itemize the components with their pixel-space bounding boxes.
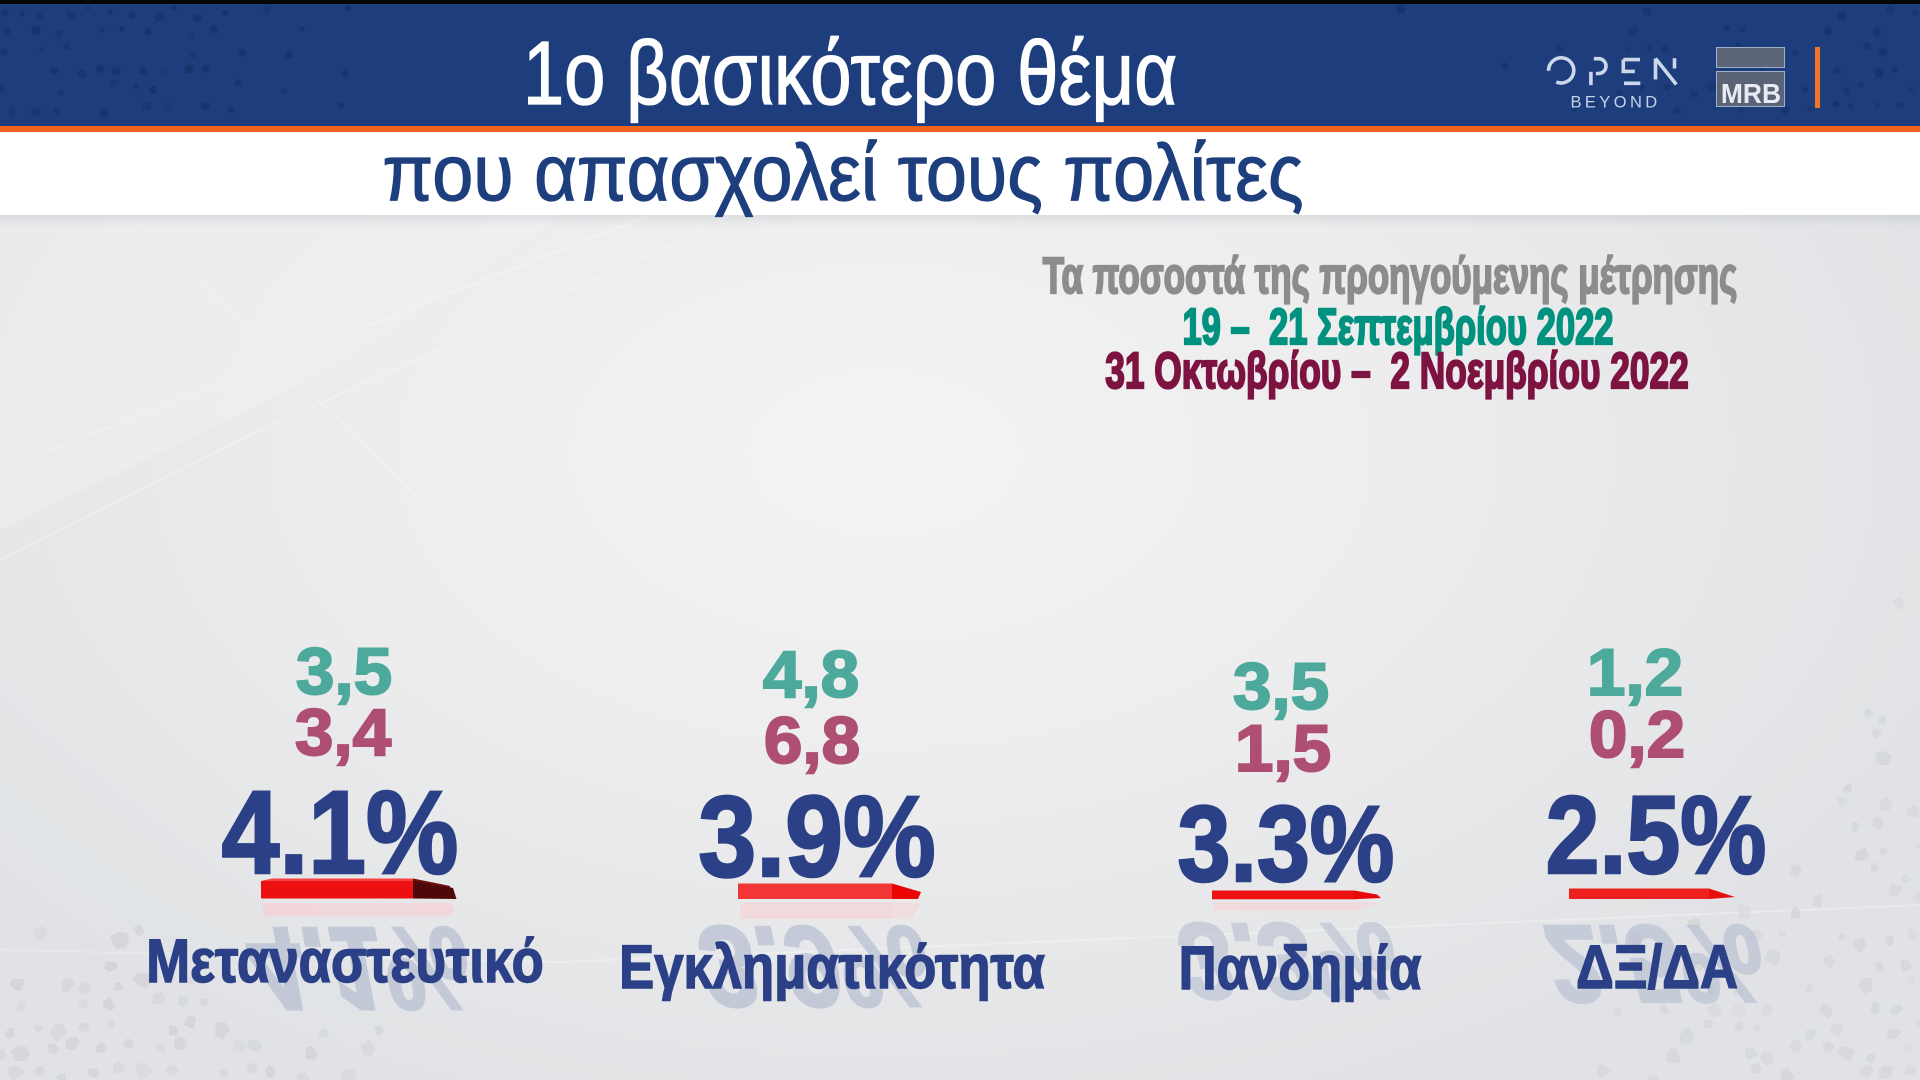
svg-text:BEYOND: BEYOND (1571, 94, 1661, 112)
